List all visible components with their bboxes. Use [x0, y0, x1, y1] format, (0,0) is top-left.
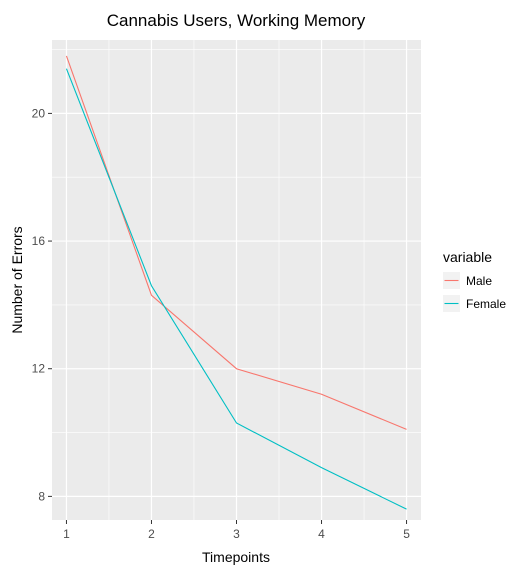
y-axis-title: Number of Errors — [9, 226, 25, 333]
legend-title: variable — [443, 249, 492, 265]
legend-label-female: Female — [466, 297, 506, 311]
series-line-female — [65, 68, 407, 510]
x-tick-label: 3 — [233, 527, 240, 541]
x-tick-label: 5 — [403, 527, 410, 541]
x-tick-label: 4 — [318, 527, 325, 541]
x-axis-title: Timepoints — [202, 549, 270, 565]
legend-label-male: Male — [466, 274, 492, 288]
y-tick-label: 20 — [32, 106, 46, 120]
y-tick-label: 16 — [32, 234, 46, 248]
series-line-male — [65, 55, 407, 430]
chart-title: Cannabis Users, Working Memory — [107, 11, 366, 30]
x-tick-label: 1 — [63, 527, 70, 541]
y-tick-label: 12 — [32, 362, 46, 376]
y-tick-label: 8 — [38, 489, 45, 503]
x-tick-label: 2 — [148, 527, 155, 541]
legend: variable Male Female — [443, 249, 506, 312]
